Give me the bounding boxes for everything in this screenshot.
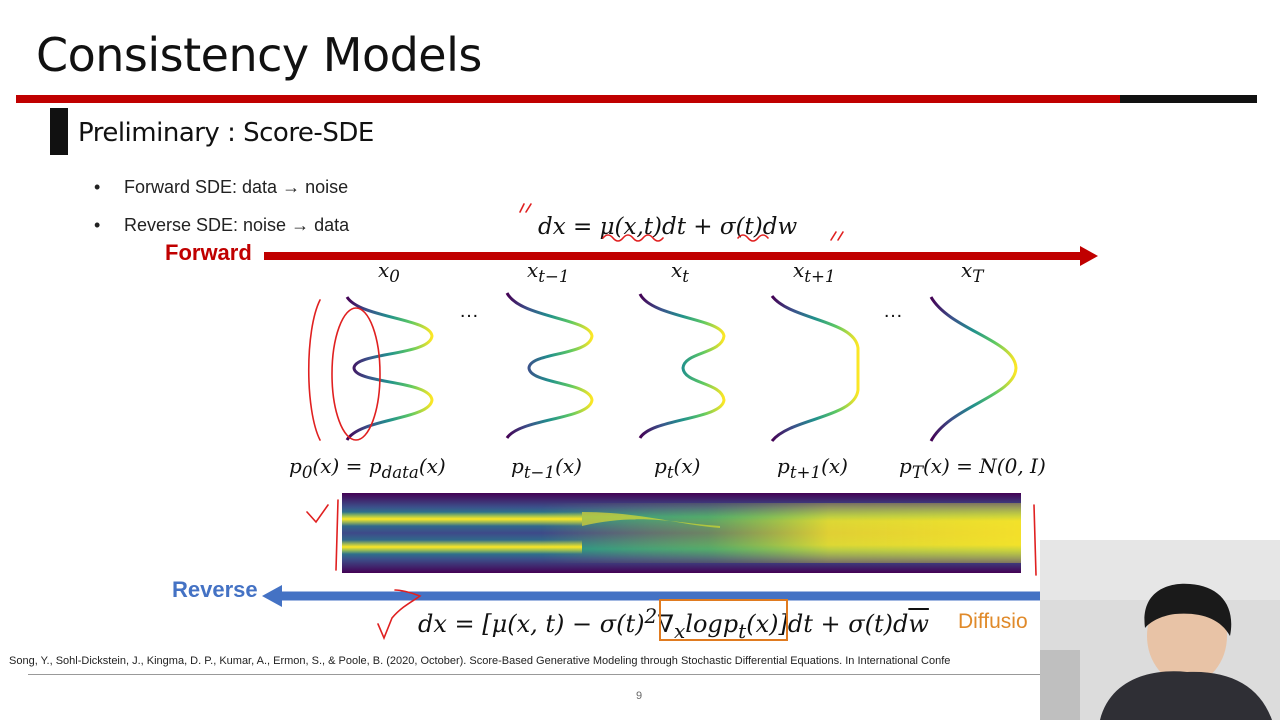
slide-title: Consistency Models bbox=[36, 28, 482, 82]
var-sub: t bbox=[666, 463, 674, 482]
var-rest: (x) bbox=[821, 454, 848, 478]
var-sub: 0 bbox=[389, 267, 400, 286]
score-function-highlight-box bbox=[659, 599, 788, 641]
bullet-reverse-sde: • Reverse SDE: noise → data bbox=[94, 215, 350, 236]
density-label-pt-plus-1: pt+1(x) bbox=[777, 454, 848, 482]
citation-divider bbox=[28, 674, 1040, 675]
ellipsis-left: … bbox=[459, 300, 479, 322]
eq-part: ]dt + σ(t)d bbox=[778, 610, 909, 638]
citation: Song, Y., Sohl-Dickstein, J., Kingma, D.… bbox=[9, 655, 951, 667]
forward-sde-equation: dx = μ(x,t)dt + σ(t)dw bbox=[538, 214, 798, 240]
var-base: p bbox=[899, 454, 912, 478]
bullet-forward-sde: • Forward SDE: data → noise bbox=[94, 177, 349, 198]
diffusion-heatmap bbox=[342, 493, 1021, 573]
ellipsis-right: … bbox=[883, 300, 903, 322]
var-sub: t+1 bbox=[804, 267, 836, 286]
timestep-label-xt: xt bbox=[671, 258, 689, 286]
diffusion-label: Diffusio bbox=[958, 610, 1028, 633]
density-label-p0: p0(x) = pdata(x) bbox=[289, 454, 446, 482]
timestep-label-xT: xT bbox=[961, 258, 983, 286]
var-base: p bbox=[511, 454, 524, 478]
density-curve-xT bbox=[929, 296, 1018, 442]
var-rest: (x) bbox=[673, 454, 701, 478]
nabla-symbol: ∇ bbox=[657, 610, 675, 638]
page-number: 9 bbox=[636, 690, 643, 702]
eq-part: logp bbox=[685, 610, 739, 638]
title-rule-red bbox=[16, 95, 1120, 103]
var-sub: T bbox=[911, 463, 923, 482]
eq-sup: 2 bbox=[644, 604, 658, 628]
density-curve-xt-minus-1 bbox=[505, 292, 594, 439]
density-curve-xt bbox=[638, 293, 726, 439]
section-title: Preliminary : Score-SDE bbox=[78, 118, 374, 148]
bullet-text: Forward SDE: data → noise bbox=[124, 177, 349, 197]
var-sub: t−1 bbox=[523, 463, 556, 482]
var-sub: 0 bbox=[301, 463, 313, 482]
timestep-label-xt-minus-1: xt−1 bbox=[527, 258, 570, 286]
var-sub: data bbox=[381, 463, 419, 482]
var-base: x bbox=[378, 258, 390, 282]
bullet-text: Reverse SDE: noise → data bbox=[124, 215, 350, 235]
density-label-pt: pt(x) bbox=[654, 454, 700, 482]
var-rest: (x) bbox=[418, 454, 446, 478]
title-rule-black bbox=[1120, 95, 1257, 103]
var-base: p bbox=[654, 454, 667, 478]
var-base: x bbox=[527, 258, 539, 282]
bullet-dot: • bbox=[94, 177, 101, 197]
var-base: x bbox=[793, 258, 805, 282]
presenter-webcam bbox=[1040, 540, 1280, 720]
var-base: x bbox=[671, 258, 683, 282]
eq-sub: x bbox=[674, 618, 686, 643]
reverse-label: Reverse bbox=[172, 577, 258, 602]
density-label-pT: pT(x) = N(0, I) bbox=[899, 454, 1046, 482]
density-curve-xt-plus-1 bbox=[770, 295, 860, 443]
pen-annotations bbox=[306, 203, 1037, 641]
var-base: p bbox=[777, 454, 790, 478]
forward-arrow bbox=[264, 246, 1098, 266]
eq-part: (x) bbox=[746, 610, 779, 638]
var-sub: t−1 bbox=[538, 267, 570, 286]
var-sub: T bbox=[972, 267, 984, 286]
timestep-label-x0: x0 bbox=[378, 258, 400, 286]
var-base: p bbox=[368, 454, 382, 478]
var-rest: (x) = N(0, I) bbox=[922, 454, 1046, 478]
bullet-dot: • bbox=[94, 215, 101, 235]
var-rest: (x) bbox=[555, 454, 582, 478]
reverse-sde-equation: dx = [μ(x, t) − σ(t)2∇xlogpt(x)]dt + σ(t… bbox=[418, 604, 929, 643]
presenter-silhouette bbox=[1040, 540, 1280, 720]
density-curve-x0 bbox=[345, 296, 434, 441]
section-marker bbox=[50, 108, 68, 155]
eq-wbar: w bbox=[908, 610, 929, 638]
eq-part: dx = [μ(x, t) − σ(t) bbox=[418, 610, 645, 638]
reverse-arrow bbox=[262, 585, 1040, 607]
var-base: p bbox=[289, 454, 302, 478]
eq-sub: t bbox=[738, 618, 747, 643]
var-sub: t+1 bbox=[789, 463, 822, 482]
timestep-label-xt-plus-1: xt+1 bbox=[793, 258, 836, 286]
var-rest: (x) = bbox=[312, 454, 369, 478]
forward-label: Forward bbox=[165, 240, 252, 265]
var-sub: t bbox=[682, 267, 689, 286]
var-base: x bbox=[961, 258, 973, 282]
density-label-pt-minus-1: pt−1(x) bbox=[511, 454, 582, 482]
